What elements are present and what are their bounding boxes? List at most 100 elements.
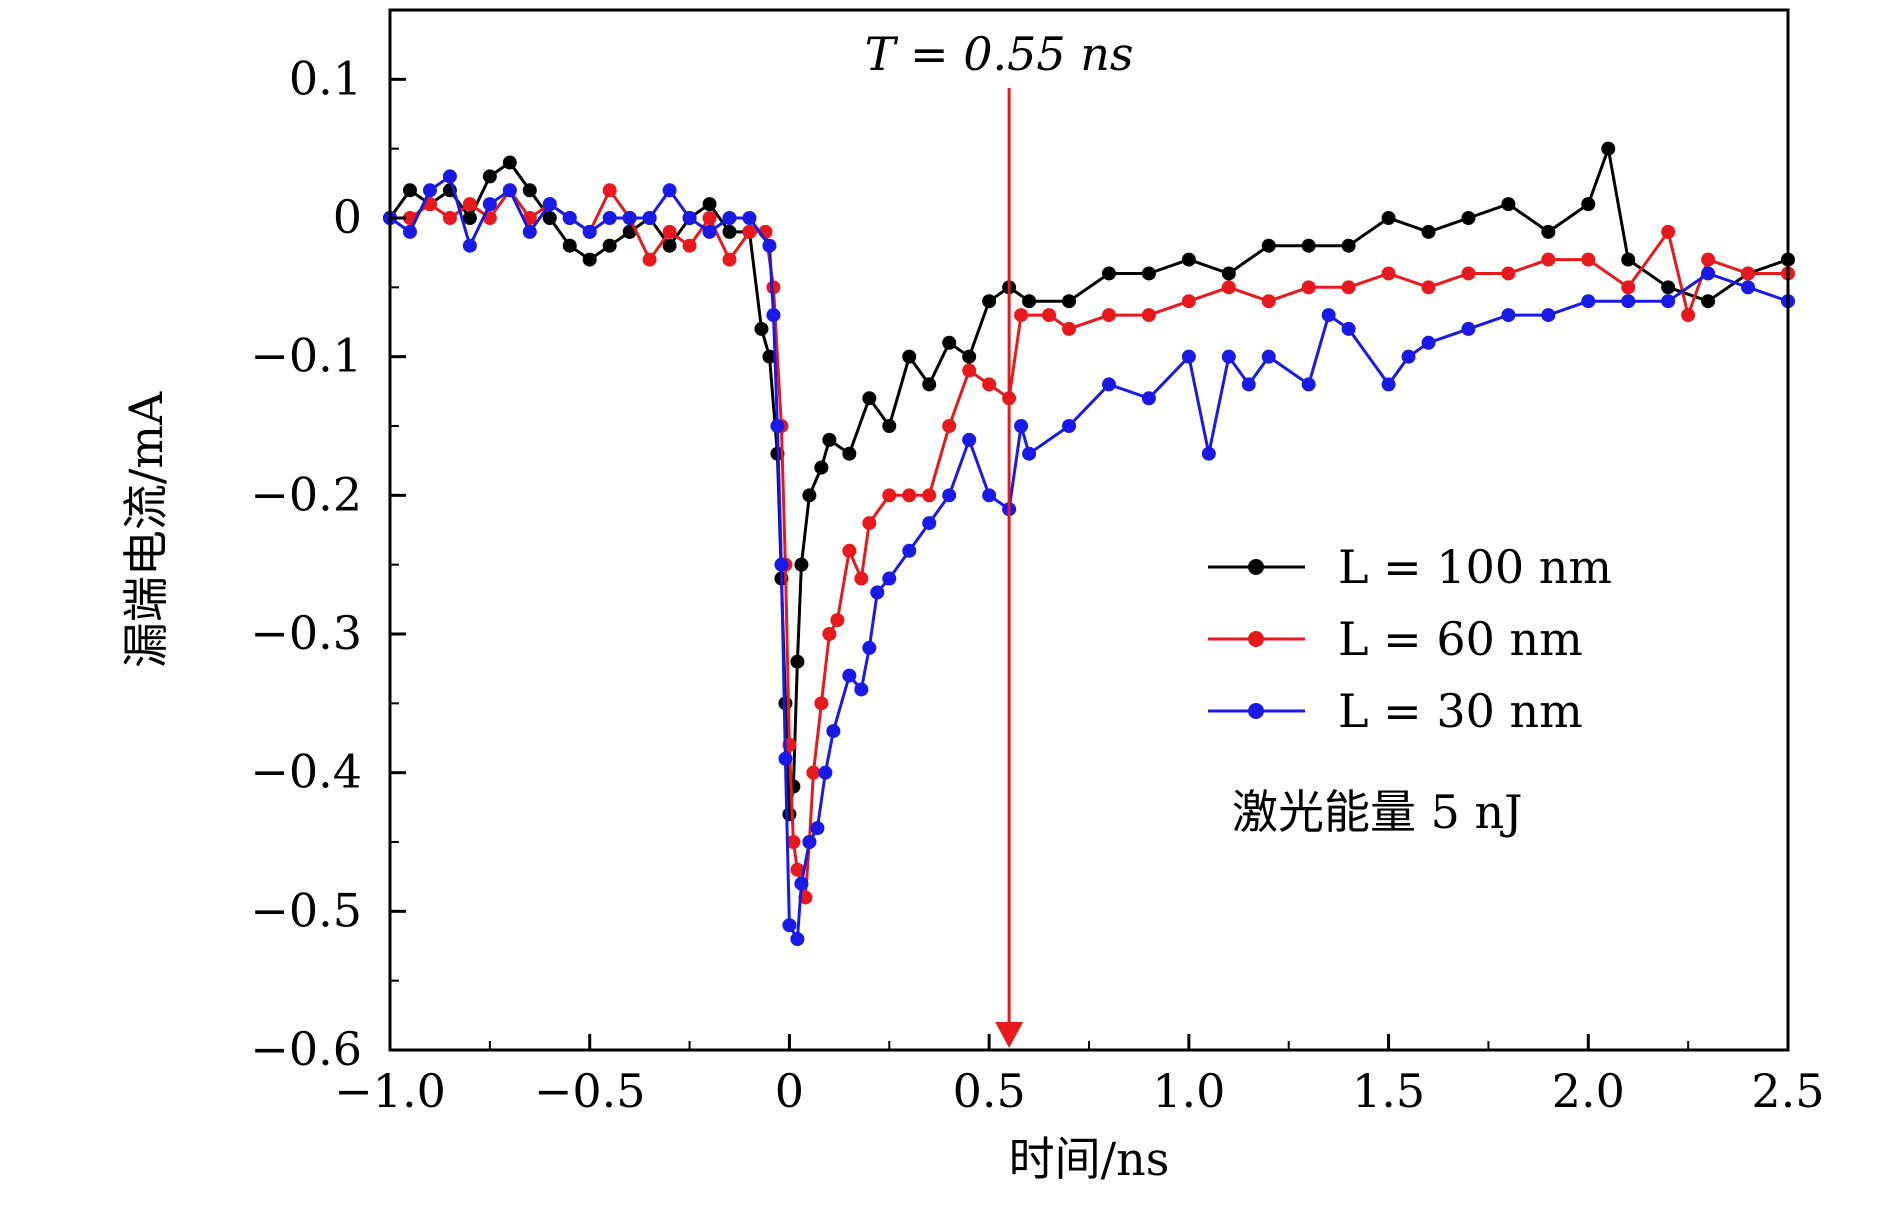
- data-point: [854, 682, 869, 697]
- data-point: [1381, 266, 1396, 281]
- data-point: [1062, 321, 1077, 336]
- x-tick-label: 0: [775, 1064, 804, 1118]
- data-point: [882, 488, 897, 503]
- data-point: [1541, 224, 1556, 239]
- data-point: [814, 460, 829, 475]
- data-point: [1042, 308, 1057, 323]
- y-axis: 0.1 0 −0.1 −0.2 −0.3 −0.4 −0.5 −0.6: [250, 51, 406, 1076]
- x-tick-label: 1.5: [1352, 1064, 1425, 1118]
- data-point: [902, 488, 917, 503]
- data-point: [1201, 446, 1216, 461]
- x-tick-label: 1.0: [1152, 1064, 1225, 1118]
- data-point: [1261, 238, 1276, 253]
- data-point: [1501, 197, 1516, 212]
- y-tick-label: −0.6: [250, 1022, 362, 1076]
- data-point: [1301, 280, 1316, 295]
- data-point: [1141, 391, 1156, 406]
- data-point: [1421, 280, 1436, 295]
- data-point: [782, 807, 797, 822]
- data-point: [1181, 349, 1196, 364]
- legend-marker: [1248, 631, 1264, 647]
- data-point: [1461, 321, 1476, 336]
- data-point: [942, 335, 957, 350]
- data-point: [1241, 377, 1256, 392]
- data-point: [1101, 266, 1116, 281]
- legend: L = 100 nm L = 60 nm L = 30 nm: [1208, 540, 1612, 738]
- x-tick-label: 0.5: [953, 1064, 1026, 1118]
- data-point: [462, 238, 477, 253]
- data-point: [602, 211, 617, 225]
- legend-item: L = 100 nm: [1208, 540, 1612, 594]
- data-point: [1421, 335, 1436, 350]
- data-point: [622, 211, 637, 225]
- data-point: [1581, 197, 1596, 212]
- data-point: [762, 238, 777, 253]
- series-line: [390, 188, 1788, 899]
- data-point: [722, 224, 737, 239]
- data-point: [662, 238, 677, 253]
- data-point: [1141, 266, 1156, 281]
- data-point: [1421, 224, 1436, 239]
- data-point: [582, 224, 597, 239]
- data-point: [1461, 266, 1476, 281]
- data-point: [1341, 280, 1356, 295]
- data-point: [822, 627, 837, 641]
- data-point: [682, 238, 697, 253]
- data-point: [542, 197, 557, 212]
- data-point: [1461, 211, 1476, 225]
- data-point: [1701, 294, 1716, 309]
- data-point: [442, 169, 457, 184]
- data-point: [794, 557, 809, 572]
- data-point: [722, 211, 737, 225]
- data-point: [822, 432, 837, 447]
- data-point: [1741, 266, 1756, 281]
- data-point: [642, 252, 657, 267]
- data-point: [1381, 211, 1396, 225]
- legend-label: L = 60 nm: [1338, 612, 1583, 666]
- data-point: [786, 835, 801, 849]
- data-point: [802, 835, 817, 849]
- annotation-layer: T = 0.55 ns: [865, 27, 1134, 1048]
- data-point: [1101, 308, 1116, 323]
- data-point: [810, 821, 825, 836]
- legend-item: L = 30 nm: [1208, 684, 1583, 738]
- legend-item: L = 60 nm: [1208, 612, 1583, 666]
- annotation-label: T = 0.55 ns: [865, 27, 1134, 81]
- data-point: [662, 183, 677, 198]
- data-point: [922, 516, 937, 531]
- legend-label: L = 100 nm: [1338, 540, 1612, 594]
- data-point: [982, 377, 997, 392]
- data-point: [806, 765, 821, 780]
- data-point: [1401, 349, 1416, 364]
- data-point: [1014, 419, 1029, 433]
- data-point: [782, 918, 797, 933]
- data-point: [770, 419, 785, 433]
- data-point: [786, 779, 801, 794]
- legend-label: L = 30 nm: [1338, 684, 1583, 738]
- data-point: [882, 419, 897, 433]
- data-point: [602, 183, 617, 198]
- data-point: [902, 543, 917, 558]
- data-point: [1581, 294, 1596, 309]
- data-point: [862, 391, 877, 406]
- data-point: [742, 211, 757, 225]
- data-point: [742, 224, 757, 239]
- data-point: [1621, 294, 1636, 309]
- y-tick-label: −0.1: [250, 329, 362, 383]
- data-point: [602, 238, 617, 253]
- data-point: [942, 419, 957, 433]
- data-point: [1621, 280, 1636, 295]
- data-point: [778, 751, 793, 766]
- y-tick-label: −0.4: [250, 745, 362, 799]
- data-point: [1301, 238, 1316, 253]
- data-point: [1141, 308, 1156, 323]
- data-point: [862, 640, 877, 655]
- data-point: [1701, 266, 1716, 281]
- data-point: [1661, 294, 1676, 309]
- data-point: [1341, 238, 1356, 253]
- data-point: [882, 571, 897, 586]
- data-point: [562, 238, 577, 253]
- data-point: [1221, 266, 1236, 281]
- data-point: [1181, 252, 1196, 267]
